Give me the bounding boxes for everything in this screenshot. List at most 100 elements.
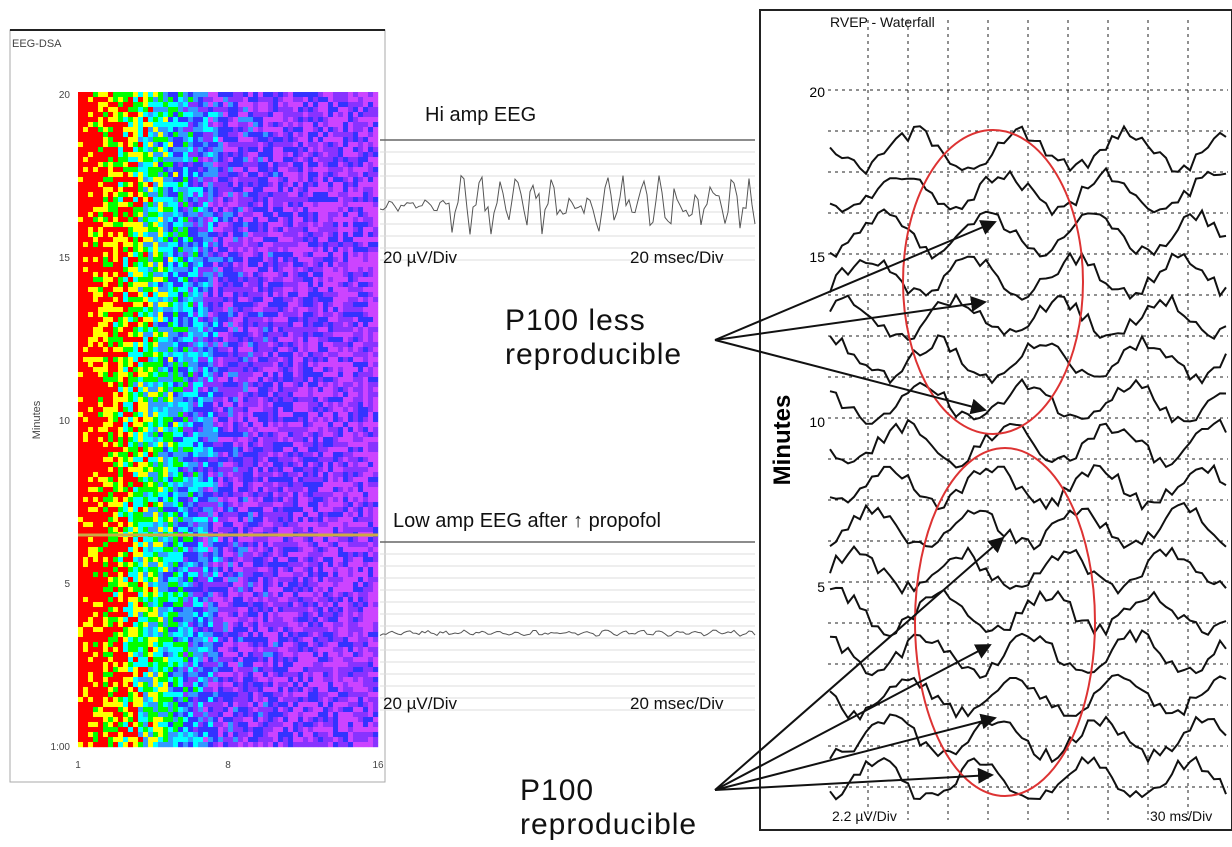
spectrogram-cell: [93, 327, 98, 332]
spectrogram-cell: [123, 157, 128, 162]
spectrogram-cell: [138, 122, 143, 127]
spectrogram-cell: [238, 367, 243, 372]
spectrogram-cell: [328, 412, 333, 417]
spectrogram-cell: [183, 172, 188, 177]
spectrogram-cell: [123, 112, 128, 117]
spectrogram-cell: [358, 262, 363, 267]
spectrogram-cell: [293, 127, 298, 132]
spectrogram-cell: [148, 452, 153, 457]
spectrogram-cell: [343, 452, 348, 457]
spectrogram-cell: [93, 497, 98, 502]
spectrogram-cell: [223, 132, 228, 137]
spectrogram-cell: [153, 307, 158, 312]
spectrogram-cell: [158, 327, 163, 332]
spectrogram-cell: [368, 117, 373, 122]
spectrogram-cell: [263, 302, 268, 307]
spectrogram-cell: [248, 257, 253, 262]
spectrogram-cell: [323, 402, 328, 407]
spectrogram-cell: [213, 277, 218, 282]
spectrogram-cell: [338, 102, 343, 107]
spectrogram-cell: [273, 297, 278, 302]
spectrogram-cell: [368, 462, 373, 467]
spectrogram-cell: [203, 182, 208, 187]
spectrogram-cell: [318, 482, 323, 487]
spectrogram-cell: [288, 102, 293, 107]
spectrogram-cell: [173, 422, 178, 427]
spectrogram-cell: [288, 282, 293, 287]
spectrogram-cell: [88, 417, 93, 422]
spectrogram-cell: [178, 352, 183, 357]
spectrogram-cell: [243, 107, 248, 112]
spectrogram-cell: [323, 117, 328, 122]
spectrogram-cell: [198, 452, 203, 457]
spectrogram-cell: [268, 402, 273, 407]
spectrogram-cell: [263, 192, 268, 197]
spectrogram-cell: [193, 422, 198, 427]
spectrogram-cell: [343, 392, 348, 397]
spectrogram-cell: [233, 312, 238, 317]
spectrogram-cell: [203, 317, 208, 322]
spectrogram-cell: [273, 487, 278, 492]
spectrogram-cell: [338, 327, 343, 332]
spectrogram-cell: [98, 177, 103, 182]
spectrogram-cell: [373, 227, 378, 232]
spectrogram-cell: [323, 202, 328, 207]
spectrogram-cell: [103, 432, 108, 437]
spectrogram-cell: [368, 482, 373, 487]
spectrogram-cell: [103, 117, 108, 122]
spectrogram-cell: [183, 142, 188, 147]
spectrogram-cell: [298, 377, 303, 382]
spectrogram-cell: [98, 92, 103, 97]
spectrogram-cell: [218, 222, 223, 227]
spectrogram-cell: [143, 272, 148, 277]
spectrogram-cell: [98, 452, 103, 457]
spectrogram-cell: [228, 92, 233, 97]
spectrogram-cell: [203, 322, 208, 327]
spectrogram-cell: [318, 442, 323, 447]
spectrogram-cell: [78, 187, 83, 192]
spectrogram-cell: [128, 127, 133, 132]
spectrogram-cell: [348, 482, 353, 487]
spectrogram-cell: [233, 317, 238, 322]
spectrogram-cell: [298, 497, 303, 502]
spectrogram-cell: [323, 127, 328, 132]
spectrogram-cell: [263, 427, 268, 432]
spectrogram-cell: [128, 102, 133, 107]
spectrogram-cell: [293, 202, 298, 207]
spectrogram-cell: [193, 502, 198, 507]
spectrogram-cell: [318, 262, 323, 267]
spectrogram-cell: [108, 282, 113, 287]
spectrogram-cell: [153, 497, 158, 502]
spectrogram-cell: [213, 447, 218, 452]
spectrogram-cell: [273, 392, 278, 397]
spectrogram-cell: [88, 167, 93, 172]
spectrogram-cell: [153, 452, 158, 457]
spectrogram-cell: [113, 387, 118, 392]
spectrogram-cell: [353, 302, 358, 307]
spectrogram-cell: [313, 167, 318, 172]
spectrogram-cell: [138, 402, 143, 407]
spectrogram-cell: [368, 302, 373, 307]
spectrogram-cell: [238, 372, 243, 377]
spectrogram-cell: [138, 127, 143, 132]
spectrogram-cell: [298, 217, 303, 222]
spectrogram-cell: [143, 332, 148, 337]
spectrogram-cell: [203, 397, 208, 402]
spectrogram-cell: [278, 372, 283, 377]
spectrogram-cell: [188, 287, 193, 292]
spectrogram-cell: [128, 107, 133, 112]
spectrogram-cell: [103, 97, 108, 102]
spectrogram-cell: [233, 447, 238, 452]
spectrogram-cell: [368, 297, 373, 302]
spectrogram-cell: [103, 152, 108, 157]
spectrogram-cell: [338, 132, 343, 137]
spectrogram-cell: [278, 112, 283, 117]
spectrogram-cell: [93, 312, 98, 317]
spectrogram-cell: [223, 312, 228, 317]
spectrogram-cell: [143, 97, 148, 102]
spectrogram-cell: [288, 387, 293, 392]
spectrogram-cell: [233, 272, 238, 277]
spectrogram-cell: [108, 442, 113, 447]
spectrogram-cell: [148, 387, 153, 392]
spectrogram-cell: [368, 212, 373, 217]
